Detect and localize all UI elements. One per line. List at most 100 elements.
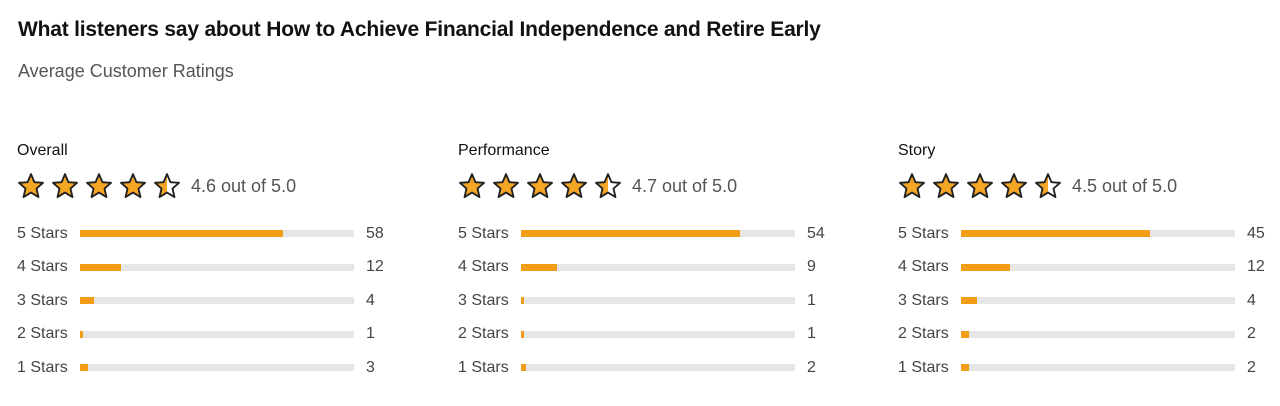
breakdown-bar-track xyxy=(961,364,1235,372)
breakdown-row-count: 1 xyxy=(807,325,816,343)
breakdown-row-label: 1 Stars xyxy=(898,358,949,376)
breakdown-bar-fill xyxy=(961,297,978,305)
breakdown-row-label: 2 Stars xyxy=(898,325,949,343)
star-full-icon xyxy=(527,173,553,199)
breakdown-row-label: 3 Stars xyxy=(17,291,68,309)
breakdown-row-count: 1 xyxy=(807,291,816,309)
stars xyxy=(898,172,1062,200)
star-full-icon xyxy=(120,173,146,199)
breakdown-bar-track xyxy=(521,364,795,372)
breakdown-row-count: 58 xyxy=(366,224,384,242)
breakdown-bar-track xyxy=(80,263,354,271)
rating-category-label: Overall xyxy=(17,142,68,159)
breakdown-row-count: 12 xyxy=(1247,258,1265,276)
rating-score: 4.7 out of 5.0 xyxy=(632,175,738,196)
breakdown-row-count: 2 xyxy=(1247,358,1256,376)
star-full-icon xyxy=(52,173,78,199)
breakdown-row-label: 5 Stars xyxy=(458,224,509,242)
star-half-icon xyxy=(595,173,621,199)
breakdown-bar-track xyxy=(80,297,354,305)
rating-score: 4.6 out of 5.0 xyxy=(191,175,297,196)
breakdown-row-label: 5 Stars xyxy=(17,224,68,242)
star-full-icon xyxy=(1001,173,1027,199)
breakdown-row: 4 Stars 12 xyxy=(17,251,387,285)
breakdown-bar-track xyxy=(80,330,354,338)
breakdown-bar-track xyxy=(80,364,354,372)
breakdown-bar-fill xyxy=(80,230,283,238)
breakdown-row-label: 4 Stars xyxy=(17,258,68,276)
star-full-icon xyxy=(899,173,925,199)
breakdown-bar-fill xyxy=(80,330,84,338)
rating-category-label: Performance xyxy=(458,142,550,159)
star-full-icon xyxy=(561,173,587,199)
breakdown-row: 5 Stars 45 xyxy=(898,217,1268,251)
breakdown-bar-track xyxy=(521,263,795,271)
breakdown-row: 5 Stars 58 xyxy=(17,217,387,251)
star-full-icon xyxy=(933,173,959,199)
breakdown-bar-fill xyxy=(961,263,1011,271)
breakdown-bar-fill xyxy=(80,364,89,372)
breakdown-row-count: 2 xyxy=(807,358,816,376)
breakdown-bar-track xyxy=(521,297,795,305)
breakdown-bar-track xyxy=(521,330,795,338)
star-full-icon xyxy=(967,173,993,199)
breakdown-row-label: 4 Stars xyxy=(458,258,509,276)
rating-panel-performance: Performance 4.7 out of 5.0 5 Stars 54 4 … xyxy=(458,140,828,385)
breakdown-bar-fill xyxy=(521,230,741,238)
stars xyxy=(458,172,622,200)
star-half-icon xyxy=(154,173,180,199)
star-full-icon xyxy=(18,173,44,199)
star-rating: 4.6 out of 5.0 xyxy=(17,172,387,200)
breakdown-row: 1 Stars 2 xyxy=(898,351,1268,385)
breakdown-bar-fill xyxy=(521,364,527,372)
breakdown-row-label: 5 Stars xyxy=(898,224,949,242)
breakdown-row-count: 12 xyxy=(366,258,384,276)
rating-category-label: Story xyxy=(898,142,936,159)
star-full-icon xyxy=(459,173,485,199)
breakdown-row: 2 Stars 1 xyxy=(17,318,387,352)
breakdown-row: 1 Stars 2 xyxy=(458,351,828,385)
breakdown-row-count: 54 xyxy=(807,224,825,242)
breakdown-row: 1 Stars 3 xyxy=(17,351,387,385)
breakdown-row-label: 2 Stars xyxy=(458,325,509,343)
breakdown-row-count: 45 xyxy=(1247,224,1265,242)
breakdown-bar-track xyxy=(961,297,1235,305)
breakdown-row-count: 1 xyxy=(366,325,375,343)
breakdown-bar-track xyxy=(521,230,795,238)
rating-panel-overall: Overall 4.6 out of 5.0 5 Stars 58 4 Star… xyxy=(17,140,387,385)
breakdown-bar-fill xyxy=(80,263,122,271)
breakdown-row-label: 2 Stars xyxy=(17,325,68,343)
breakdown-row: 2 Stars 1 xyxy=(458,318,828,352)
breakdown-bar-track xyxy=(961,263,1235,271)
rating-panel-story: Story 4.5 out of 5.0 5 Stars 45 4 Stars … xyxy=(898,140,1268,385)
breakdown-row: 2 Stars 2 xyxy=(898,318,1268,352)
breakdown-row-count: 4 xyxy=(366,291,375,309)
star-full-icon xyxy=(493,173,519,199)
breakdown-bar-fill xyxy=(961,230,1151,238)
breakdown-row: 3 Stars 1 xyxy=(458,284,828,318)
breakdown-bar-fill xyxy=(961,364,970,372)
rating-breakdown: 5 Stars 54 4 Stars 9 3 Stars 1 2 Stars 1… xyxy=(458,217,828,385)
breakdown-row: 3 Stars 4 xyxy=(898,284,1268,318)
star-rating: 4.7 out of 5.0 xyxy=(458,172,828,200)
breakdown-bar-track xyxy=(80,230,354,238)
breakdown-row-label: 4 Stars xyxy=(898,258,949,276)
breakdown-bar-track xyxy=(961,230,1235,238)
breakdown-row-count: 3 xyxy=(366,358,375,376)
breakdown-row-label: 3 Stars xyxy=(458,291,509,309)
breakdown-bar-fill xyxy=(961,330,970,338)
breakdown-row: 4 Stars 12 xyxy=(898,251,1268,285)
breakdown-row-label: 1 Stars xyxy=(458,358,509,376)
breakdown-row-label: 3 Stars xyxy=(898,291,949,309)
page-subtitle: Average Customer Ratings xyxy=(18,61,234,81)
breakdown-bar-fill xyxy=(521,263,557,271)
page-title: What listeners say about How to Achieve … xyxy=(18,18,821,41)
star-half-icon xyxy=(1035,173,1061,199)
stars xyxy=(17,172,181,200)
breakdown-bar-fill xyxy=(521,297,525,305)
rating-score: 4.5 out of 5.0 xyxy=(1072,175,1178,196)
breakdown-row-count: 2 xyxy=(1247,325,1256,343)
breakdown-row: 5 Stars 54 xyxy=(458,217,828,251)
breakdown-row-count: 4 xyxy=(1247,291,1256,309)
breakdown-bar-track xyxy=(961,330,1235,338)
